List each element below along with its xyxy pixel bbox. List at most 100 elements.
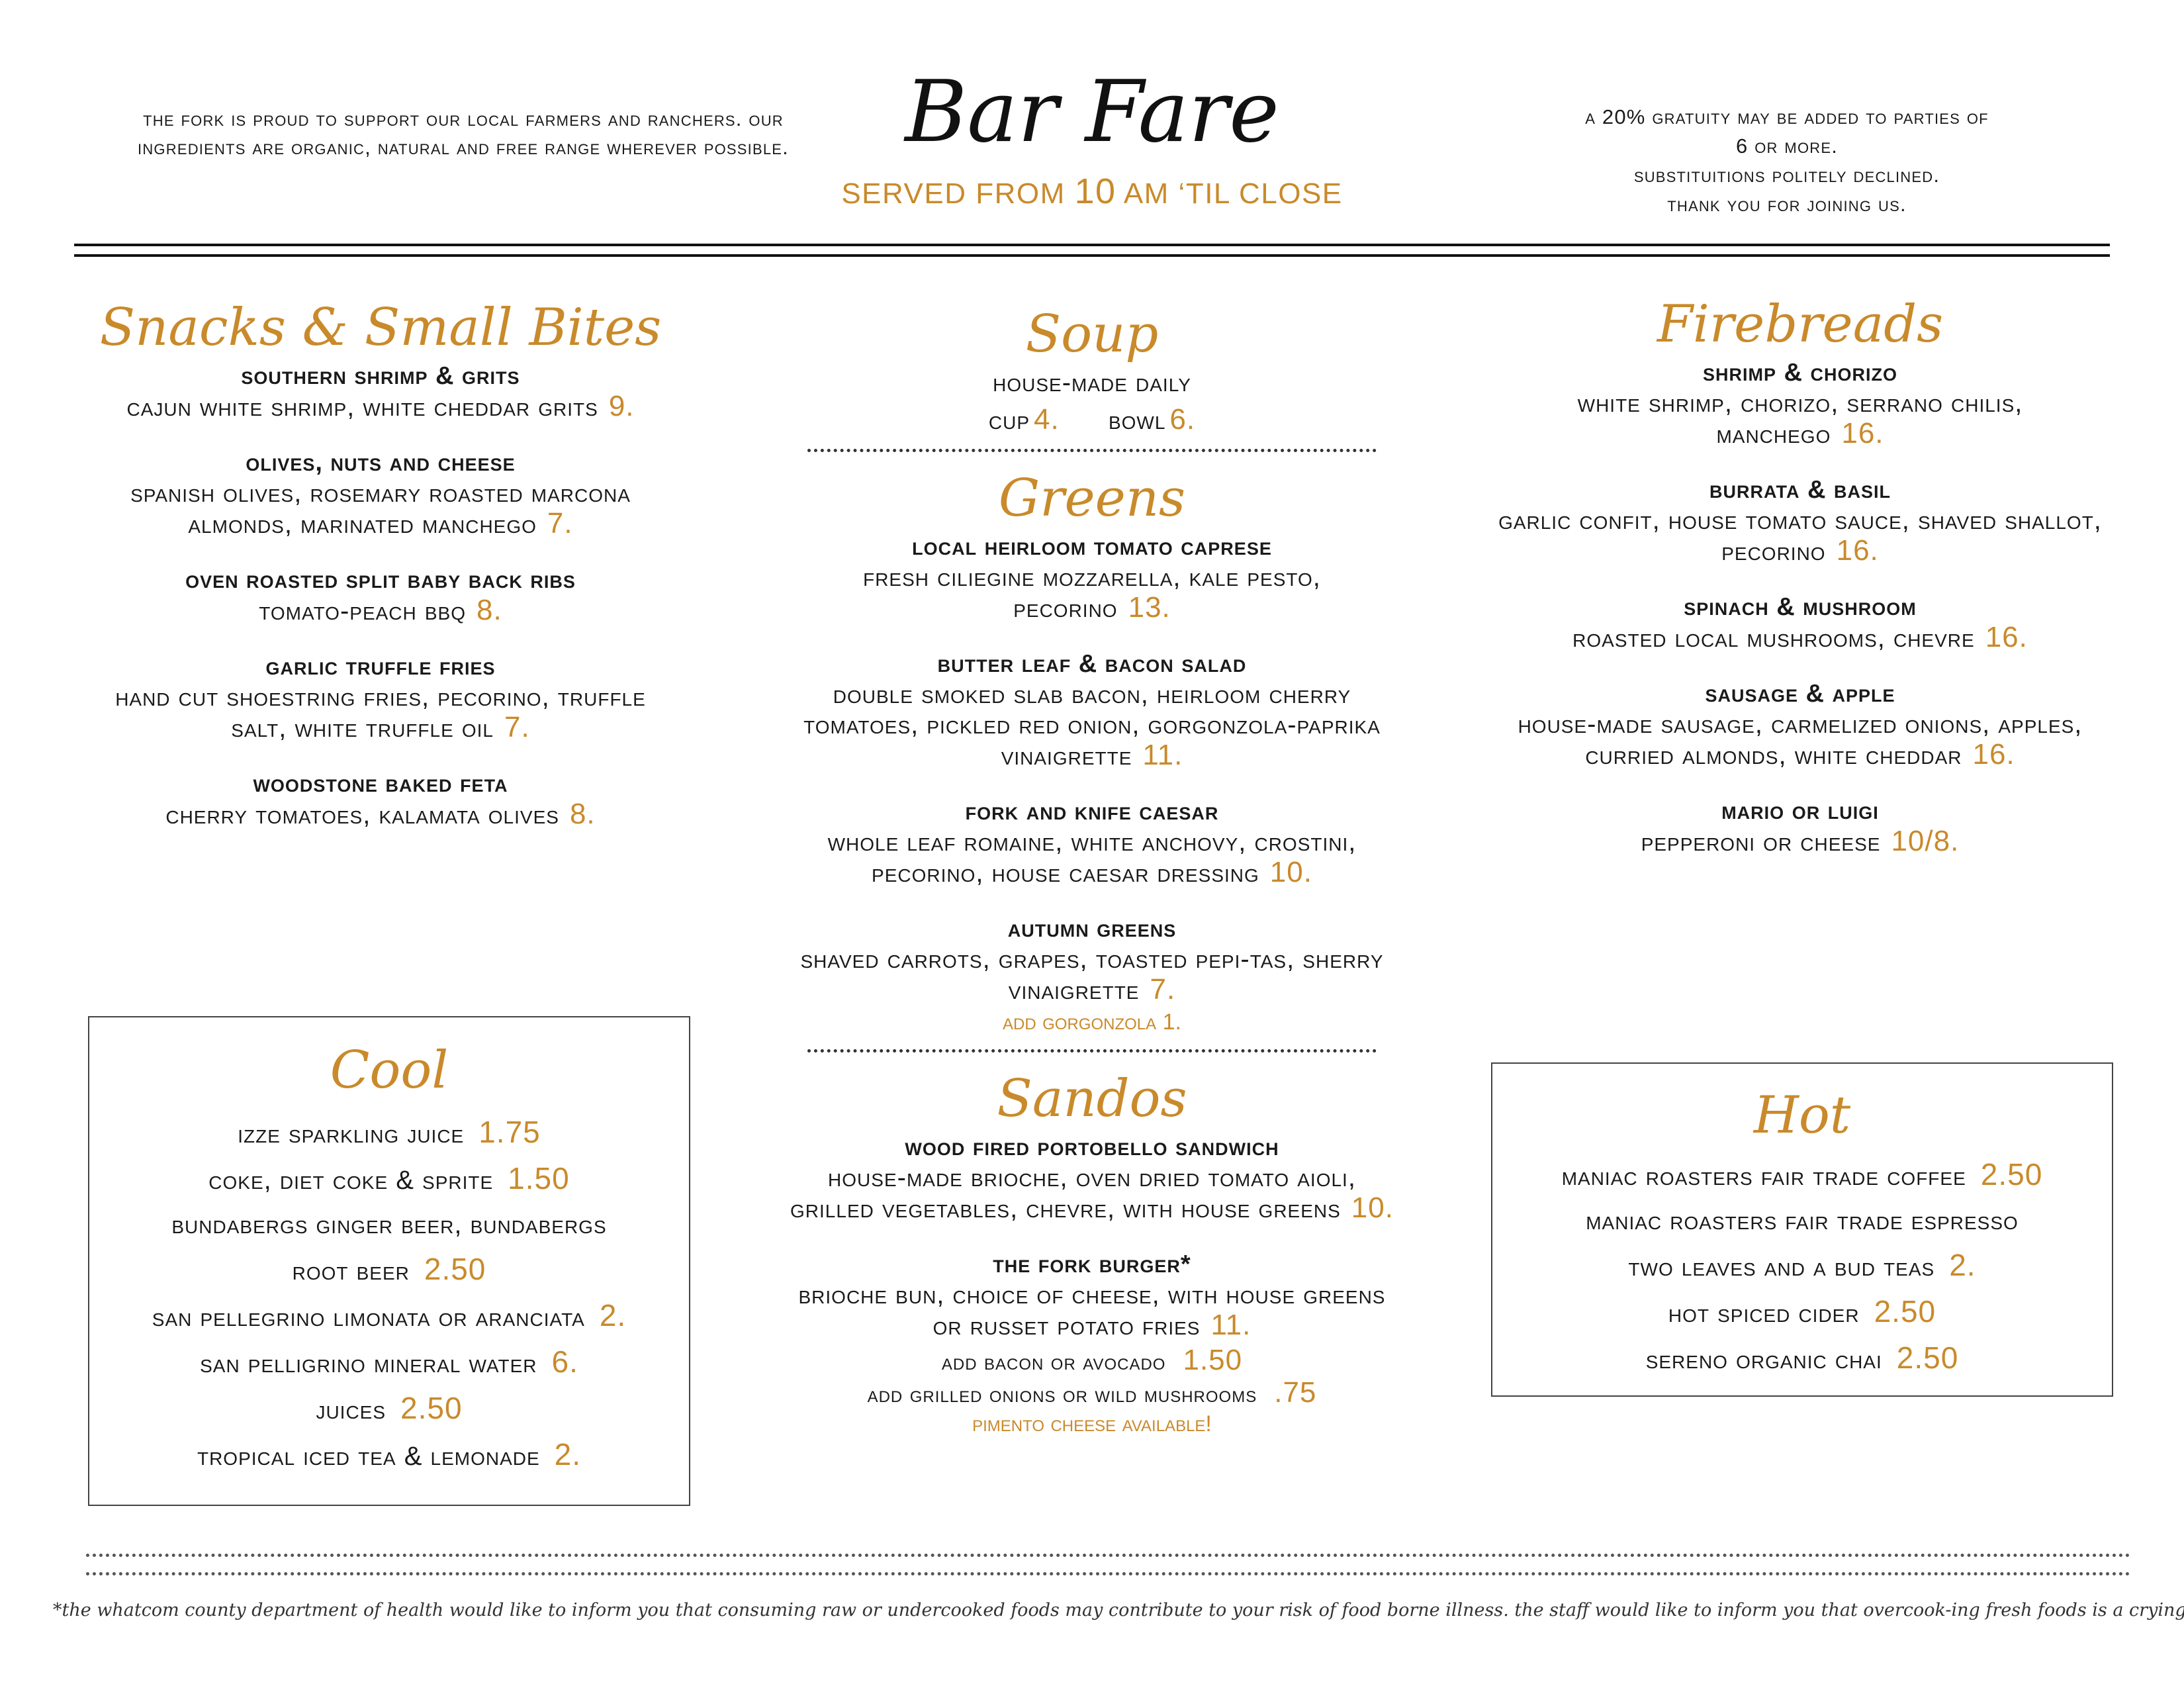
footer-divider-bottom (86, 1572, 2131, 1575)
serving-hours: SERVED FROM 10 AM ‘TIL CLOSE (827, 171, 1357, 212)
menu-item-name: Shrimp & Chorizo (1702, 359, 1898, 387)
drink-price: 2.50 (1874, 1294, 1936, 1329)
menu-item-desc: White shrimp, chorizo, serrano chilis, m… (1496, 388, 2105, 449)
header-rule-bottom (74, 254, 2110, 257)
menu-item-price: 8. (569, 798, 596, 830)
menu-item-price: 13. (1128, 591, 1171, 624)
menu-item-price: 10. (1269, 856, 1312, 888)
menu-item: Mario or Luigi Pepperoni or cheese 10/8. (1496, 796, 2105, 857)
menu-item: Southern Shrimp & Grits Cajun white shrim… (93, 361, 668, 422)
menu-item-price: 10. (1351, 1192, 1394, 1224)
drink-item: Coke, Diet Coke & Sprite 1.50 (89, 1156, 689, 1203)
greens-list: Local Heirloom Tomato Caprese Fresh cilie… (788, 532, 1396, 1006)
menu-item-desc-text: Double smoked slab bacon, heirloom cherr… (803, 680, 1381, 771)
hot-title: Hot (1753, 1086, 1851, 1145)
drink-price: 2.50 (424, 1252, 486, 1286)
drink-name: Izze Sparkling Juice (238, 1119, 465, 1149)
soup-prices: cup 4. bowl 6. (788, 404, 1396, 436)
hot-list: Maniac Roasters Fair Trade Coffee 2.50 Man… (1492, 1152, 2112, 1382)
menu-item: Wood Fired Portobello Sandwich House-made… (788, 1132, 1396, 1224)
menu-item-name: Southern Shrimp & Grits (241, 362, 520, 390)
menu-item-desc-text: House-made sausage, carmelized onions, a… (1518, 710, 2083, 770)
policy-line-substitutions: Substituitions politely declined. (1633, 164, 1940, 187)
cool-title: Cool (330, 1041, 449, 1100)
menu-item-name: Oven Roasted Split Baby Back Ribs (185, 566, 576, 594)
menu-item-desc-text: Hand cut shoestring fries, pecorino, tru… (115, 682, 646, 743)
menu-item-desc: Shaved carrots, grapes, toasted pepi-tas… (788, 944, 1396, 1006)
menu-item-desc: Cajun white shrimp, white cheddar grits 9… (93, 391, 668, 422)
menu-item-desc-text: Cajun white shrimp, white cheddar grits (126, 393, 598, 422)
menu-item: Spinach & Mushroom Roasted local mushroom… (1496, 592, 2105, 653)
sandos-addon-1-price: 1.50 (1183, 1344, 1243, 1376)
sandos-title: Sandos (997, 1069, 1187, 1129)
menu-item-desc: Garlic confit, house tomato sauce, shave… (1496, 505, 2105, 567)
snacks-title: Snacks & Small Bites (99, 298, 662, 357)
menu-item-desc-text: White shrimp, chorizo, serrano chilis, m… (1577, 389, 2023, 449)
menu-item-name: Olives, Nuts and Cheese (246, 449, 516, 477)
greens-addon: add gorgonzola 1. (1003, 1009, 1181, 1035)
menu-item: Shrimp & Chorizo White shrimp, chorizo, s… (1496, 357, 2105, 449)
menu-item-price: 8. (477, 594, 502, 626)
drink-item: Bundabergs Ginger Beer, Bundabergs (89, 1203, 689, 1247)
menu-item-desc: House-made sausage, carmelized onions, a… (1496, 709, 2105, 771)
menu-item-price: 9. (608, 390, 635, 422)
greens-divider (807, 1049, 1377, 1053)
menu-item-price: 16. (1841, 417, 1884, 449)
sandos-addon-2-label: add grilled onions or wild mushrooms (867, 1382, 1257, 1407)
snacks-section: Snacks & Small Bites Southern Shrimp & G… (93, 295, 668, 855)
menu-item-desc-text: Pepperoni or cheese (1641, 827, 1881, 857)
health-disclaimer: *the whatcom county department of health… (53, 1600, 2184, 1620)
menu-item-name: Woodstone Baked Feta (253, 770, 508, 798)
menu-item-name: Fork and Knife Caesar (965, 798, 1219, 825)
drink-price: 2.50 (1896, 1340, 1959, 1375)
menu-item: Woodstone Baked Feta Cherry tomatoes, kal… (93, 769, 668, 830)
menu-item: Olives, Nuts and Cheese Spanish olives, r… (93, 447, 668, 539)
menu-item-desc: House-made brioche, oven dried tomato ai… (788, 1162, 1396, 1224)
menu-item-desc-text: Shaved carrots, grapes, toasted pepi-tas… (800, 945, 1384, 1005)
menu-item-price: 16. (1836, 534, 1879, 567)
sandos-addon-1-label: add bacon or avocado (941, 1350, 1166, 1375)
drink-name: Sereno Organic Chai (1645, 1345, 1882, 1374)
drink-item: Maniac Roasters Fair Trade Espresso (1492, 1199, 2112, 1243)
firebreads-section: Firebreads Shrimp & Chorizo White shrimp,… (1496, 291, 2105, 882)
menu-item: Garlic Truffle Fries Hand cut shoestring … (93, 651, 668, 743)
menu-item-price: 11. (1142, 739, 1183, 771)
menu-item-name: Mario or Luigi (1721, 797, 1879, 825)
menu-item-desc: Cherry tomatoes, kalamata olives 8. (93, 799, 668, 830)
drink-price: 1.75 (478, 1115, 541, 1149)
snacks-list: Southern Shrimp & Grits Cajun white shrim… (93, 361, 668, 830)
menu-item-price: 16. (1972, 738, 2015, 771)
drink-item: Root Beer 2.50 (89, 1247, 689, 1293)
drink-name: San Pelligrino Mineral Water (200, 1349, 537, 1378)
drink-price: 6. (551, 1344, 578, 1379)
menu-item-desc-text: Spanish olives, rosemary roasted marcona… (130, 479, 631, 539)
menu-item-desc: Double smoked slab bacon, heirloom cherr… (788, 679, 1396, 771)
menu-item-desc: Hand cut shoestring fries, pecorino, tru… (93, 682, 668, 743)
firebreads-title: Firebreads (1657, 295, 1944, 354)
drink-name: Tropical Iced Tea & Lemonade (197, 1442, 540, 1471)
menu-item-desc: Whole leaf romaine, white anchovy, crost… (788, 827, 1396, 888)
menu-item: The Fork Burger* Brioche bun, choice of c… (788, 1249, 1396, 1341)
menu-item-desc-text: Roasted local mushrooms, chevre (1572, 624, 1975, 653)
menu-item-name: The Fork Burger* (993, 1250, 1191, 1278)
drink-item: Maniac Roasters Fair Trade Coffee 2.50 (1492, 1152, 2112, 1199)
drink-name: Hot Spiced Cider (1668, 1299, 1860, 1328)
policy-note: A 20% gratuity may be added to parties o… (1489, 103, 2085, 219)
menu-item: Butter Leaf & Bacon Salad Double smoked s… (788, 649, 1396, 771)
drink-item: Hot Spiced Cider 2.50 (1492, 1289, 2112, 1336)
menu-item-desc: Tomato-peach BBQ 8. (93, 595, 668, 626)
drink-item: San Pellegrino Limonata or Aranciata 2. (89, 1293, 689, 1340)
firebreads-list: Shrimp & Chorizo White shrimp, chorizo, s… (1496, 357, 2105, 857)
menu-item-desc-text: Tomato-peach BBQ (259, 596, 466, 626)
sandos-addon-1: add bacon or avocado 1.50 (788, 1345, 1396, 1378)
drink-name: Bundabergs Ginger Beer, Bundabergs (171, 1210, 607, 1239)
drink-name: San Pellegrino Limonata or Aranciata (152, 1303, 585, 1332)
drink-name: Juices (316, 1395, 387, 1425)
drink-name: Root Beer (292, 1256, 410, 1286)
drink-item: Izze Sparkling Juice 1.75 (89, 1110, 689, 1156)
menu-item: Autumn Greens Shaved carrots, grapes, toa… (788, 914, 1396, 1006)
menu-item-price: 10/8. (1891, 825, 1960, 857)
cool-list: Izze Sparkling Juice 1.75 Coke, Diet Coke … (89, 1110, 689, 1479)
menu-item-desc-text: Garlic confit, house tomato sauce, shave… (1498, 506, 2102, 566)
menu-item-price: 11. (1210, 1309, 1251, 1341)
